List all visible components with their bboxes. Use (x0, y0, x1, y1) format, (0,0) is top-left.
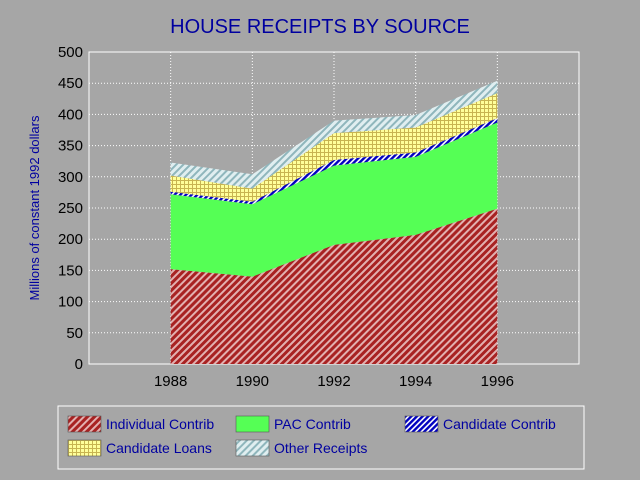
x-tick-label: 1994 (399, 373, 432, 390)
area-candidate-loans (170, 93, 498, 202)
y-tick-label: 200 (58, 231, 83, 248)
area-pac-contrib (170, 122, 498, 277)
legend-label-other-receipts: Other Receipts (274, 440, 367, 456)
y-tick-label: 400 (58, 106, 83, 123)
area-individual-contrib (170, 208, 498, 364)
legend: Individual Contrib PAC Contrib Candidate C… (57, 405, 585, 470)
area-other-receipts (170, 80, 498, 189)
y-tick-label: 250 (58, 200, 83, 217)
y-tick-label: 350 (58, 138, 83, 155)
chart-title: HOUSE RECEIPTS BY SOURCE (170, 16, 470, 38)
legend-swatch-other-receipts (235, 439, 270, 457)
legend-swatch-candidate-contrib (404, 415, 439, 433)
legend-swatch-candidate-loans (67, 439, 102, 457)
x-tick-label: 1990 (236, 373, 269, 390)
stacked-areas (170, 80, 498, 364)
y-tick-label: 50 (66, 325, 83, 342)
axes: 0 50 100 150 200 250 300 350 400 450 500 1988 1990 19… (58, 44, 514, 390)
y-axis-label: Millions of constant 1992 dollars (27, 115, 42, 300)
y-tick-label: 300 (58, 169, 83, 186)
x-tick-label: 1992 (317, 373, 350, 390)
x-tick-label: 1988 (154, 373, 187, 390)
legend-box (57, 405, 585, 470)
legend-label-pac-contrib: PAC Contrib (274, 416, 351, 432)
y-tick-label: 500 (58, 44, 83, 61)
y-tick-label: 150 (58, 262, 83, 279)
legend-label-candidate-loans: Candidate Loans (106, 440, 212, 456)
legend-label-individual-contrib: Individual Contrib (106, 416, 214, 432)
y-tick-label: 0 (75, 356, 83, 373)
legend-swatch-pac-contrib (235, 415, 270, 433)
y-tick-label: 100 (58, 294, 83, 311)
area-candidate-contrib (170, 118, 498, 205)
legend-label-candidate-contrib: Candidate Contrib (443, 416, 556, 432)
y-tick-label: 450 (58, 75, 83, 92)
x-tick-label: 1996 (481, 373, 514, 390)
legend-swatch-individual-contrib (67, 415, 102, 433)
